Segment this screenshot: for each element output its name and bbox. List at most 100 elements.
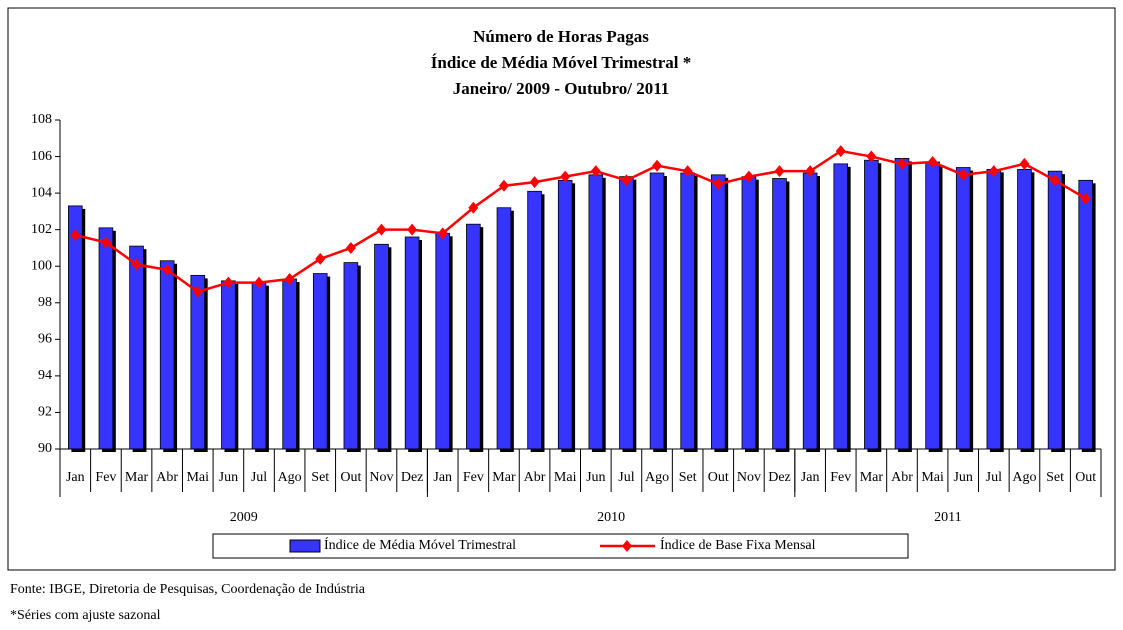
x-tick-label: Mai [554,470,577,485]
line-marker [927,156,938,169]
line-marker [621,174,632,187]
y-tick-label: 98 [38,295,52,310]
line-marker [345,241,356,254]
bar [1017,168,1032,450]
line-marker [284,273,295,286]
bar [435,232,451,450]
chart-subtitle: Janeiro/ 2009 - Outubro/ 2011 [453,79,670,98]
bar [98,227,114,450]
line-marker [774,165,785,178]
x-tick-label: Set [679,470,697,485]
x-tick-label: Ago [278,470,302,485]
bar [466,223,481,450]
line-marker [866,150,877,163]
y-tick-label: 104 [31,185,52,200]
x-tick-label: Abr [156,470,178,485]
bar [557,179,573,450]
y-tick-label: 102 [31,222,52,237]
y-tick-label: 106 [31,149,52,164]
x-tick-label: Abr [524,470,546,485]
y-tick-label: 96 [38,332,52,347]
bar [129,245,144,450]
bar [1047,170,1063,450]
x-tick-label: Jun [586,470,605,485]
x-tick-label: Jun [953,470,972,485]
x-tick-label: Nov [737,470,761,485]
bar [374,243,389,450]
legend-label: Índice de Base Fixa Mensal [660,536,816,553]
y-tick-label: 94 [38,368,52,383]
group-label: 2011 [934,510,961,525]
line-marker [713,177,724,190]
line-marker [682,165,693,178]
x-tick-label: Jul [986,470,1002,485]
bar [772,178,787,450]
x-tick-label: Jan [433,470,452,485]
bar [221,280,236,450]
y-tick-label: 100 [31,258,52,273]
x-tick-label: Set [311,470,329,485]
bar [1078,179,1093,450]
line-marker [315,252,326,265]
bar [741,176,757,450]
x-tick-label: Jul [251,470,267,485]
x-tick-label: Dez [401,470,424,485]
line-marker [437,227,448,240]
line-marker [131,258,142,271]
x-tick-label: Fev [95,470,116,485]
x-tick-label: Mar [125,470,149,485]
x-tick-label: Jan [801,470,820,485]
bar [986,168,1002,450]
x-tick-label: Set [1046,470,1064,485]
line-marker [407,223,418,236]
y-tick-label: 92 [38,405,52,420]
bar [527,190,542,450]
line-marker [498,179,509,192]
line-marker [743,170,754,183]
y-tick-label: 90 [38,441,52,456]
footnote: *Séries com ajuste sazonal [10,608,161,623]
legend-swatch [622,540,632,552]
group-label: 2009 [230,510,258,525]
bar [619,176,634,450]
group-label: 2010 [597,510,625,525]
chart-subtitle: Índice de Média Móvel Trimestral * [431,53,691,72]
line-marker [958,168,969,181]
bar [404,236,420,450]
bar [343,262,359,450]
chart-title: Número de Horas Pagas [473,27,649,46]
x-tick-label: Jul [618,470,634,485]
bar [312,273,328,450]
line-marker [805,165,816,178]
x-tick-label: Out [1075,470,1096,485]
x-tick-label: Fev [463,470,484,485]
line-marker [254,276,265,289]
bar [680,172,695,450]
x-tick-label: Jun [219,470,238,485]
bar [925,161,940,450]
bar [251,282,267,450]
bar [159,260,175,450]
x-tick-label: Mar [860,470,884,485]
bar [588,174,604,450]
bar [955,167,971,450]
line-marker [652,159,663,172]
legend-label: Índice de Média Móvel Trimestral [324,536,516,553]
x-tick-label: Abr [891,470,913,485]
bar [68,205,83,450]
line-marker [835,145,846,158]
bar [190,274,206,450]
source-note: Fonte: IBGE, Diretoria de Pesquisas, Coo… [10,582,366,597]
line-marker [1050,174,1061,187]
line-marker [376,223,387,236]
x-tick-label: Nov [369,470,393,485]
line-marker [1019,157,1030,170]
bar [864,159,879,450]
y-tick-label: 108 [31,112,52,127]
line-marker [192,285,203,298]
bar [282,278,297,450]
line-marker [896,157,907,170]
x-tick-label: Jan [66,470,85,485]
